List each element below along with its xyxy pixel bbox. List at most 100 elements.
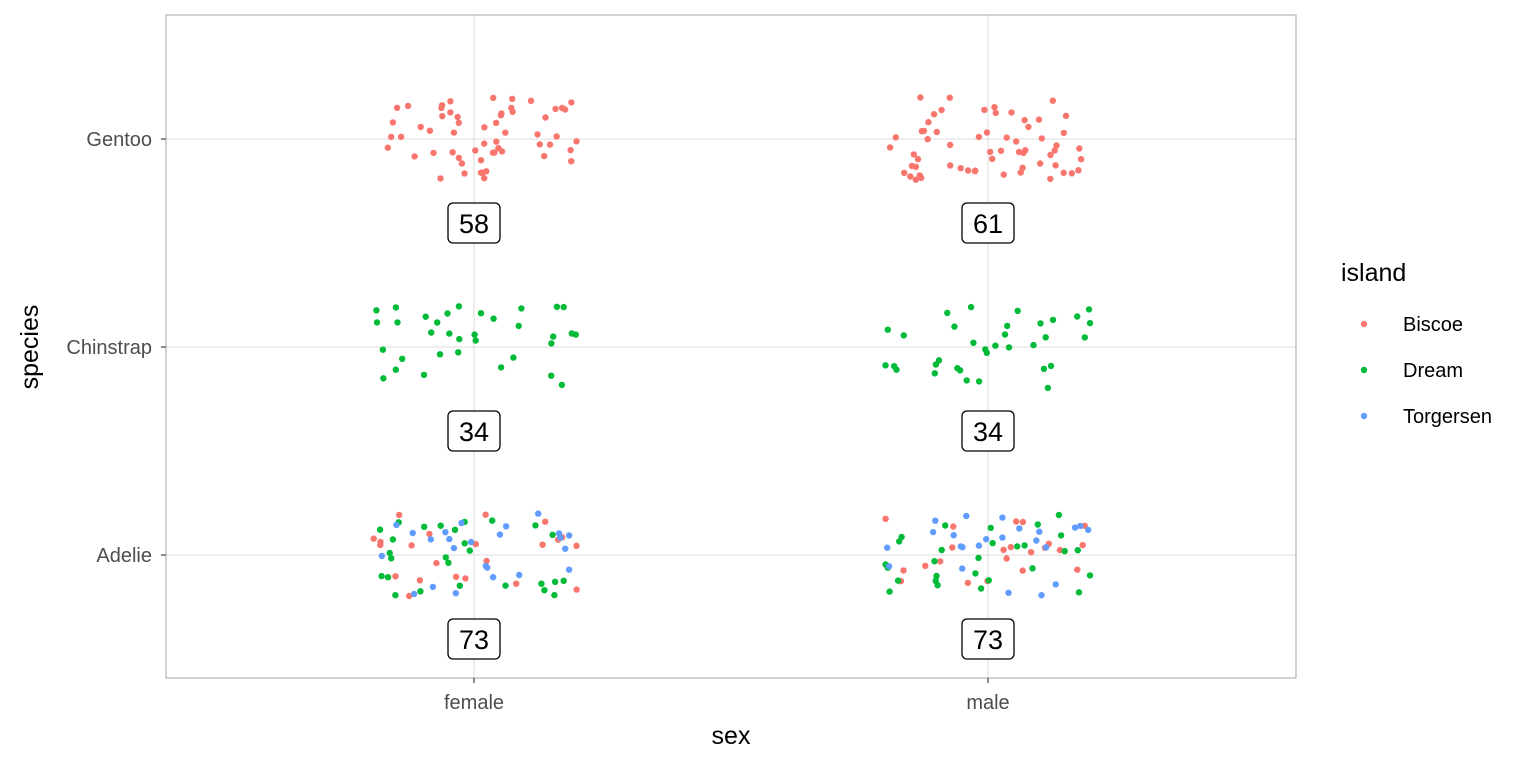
data-point-dream	[894, 577, 902, 584]
data-point-dream	[1074, 313, 1081, 320]
data-point-biscoe	[458, 160, 466, 167]
data-point-biscoe	[389, 119, 397, 126]
data-point-biscoe	[492, 119, 500, 127]
data-point-torgersen	[409, 529, 416, 537]
data-point-biscoe	[918, 128, 926, 135]
data-point-biscoe	[1017, 169, 1024, 176]
data-point-biscoe	[426, 127, 434, 134]
data-point-biscoe	[1047, 151, 1054, 159]
data-point-biscoe	[933, 128, 940, 136]
data-point-torgersen	[963, 512, 970, 520]
count-label-female-chinstrap: 34	[459, 417, 489, 447]
x-tick-label-male: male	[966, 692, 1009, 714]
data-point-dream	[572, 331, 579, 338]
data-point-biscoe	[416, 577, 424, 584]
data-point-biscoe	[408, 542, 415, 549]
data-point-dream	[558, 381, 566, 389]
data-point-biscoe	[1037, 160, 1044, 167]
data-point-torgersen	[452, 590, 459, 597]
data-point-dream	[442, 554, 449, 561]
data-point-biscoe	[455, 119, 462, 127]
data-point-dream	[389, 536, 397, 543]
data-point-dream	[510, 354, 517, 361]
data-point-dream	[549, 531, 556, 538]
data-point-biscoe	[949, 544, 956, 551]
legend: island Biscoe Dream Torgersen	[1341, 259, 1492, 428]
data-point-torgersen	[446, 535, 453, 543]
data-point-biscoe	[1062, 112, 1070, 120]
data-point-dream	[550, 333, 557, 340]
data-point-dream	[451, 526, 459, 533]
data-point-biscoe	[946, 94, 953, 101]
legend-title: island	[1341, 259, 1406, 287]
data-point-dream	[437, 522, 444, 529]
data-point-biscoe	[1020, 149, 1027, 156]
data-point-dream	[461, 540, 468, 547]
data-point-biscoe	[937, 558, 944, 565]
data-point-dream	[434, 319, 441, 326]
data-point-dream	[1040, 365, 1048, 372]
data-point-biscoe	[957, 165, 964, 172]
data-point-dream	[1021, 542, 1028, 549]
data-point-biscoe	[527, 97, 535, 105]
data-point-dream	[1001, 331, 1009, 338]
data-point-dream	[932, 361, 940, 368]
data-point-dream	[472, 337, 479, 344]
data-point-biscoe	[393, 104, 401, 112]
data-point-dream	[466, 547, 473, 554]
data-point-dream	[938, 546, 945, 554]
data-point-torgersen	[516, 571, 523, 579]
count-label-box	[961, 410, 1015, 452]
data-point-dream	[970, 339, 977, 346]
data-point-biscoe	[426, 530, 433, 538]
data-point-dream	[987, 524, 994, 532]
data-point-dream	[515, 322, 522, 330]
data-point-dream	[975, 378, 983, 385]
data-point-biscoe	[370, 535, 377, 542]
data-point-dream	[1044, 384, 1052, 392]
data-point-biscoe	[912, 163, 920, 170]
data-point-biscoe	[493, 138, 500, 145]
count-label-female-adelie: 73	[459, 625, 489, 655]
data-point-torgersen	[535, 510, 542, 517]
data-point-biscoe	[513, 580, 520, 587]
data-point-dream	[392, 304, 400, 311]
data-point-biscoe	[541, 152, 548, 160]
data-point-dream	[428, 329, 435, 336]
data-point-biscoe	[417, 123, 424, 131]
legend-key-torgersen	[1360, 412, 1368, 420]
data-point-biscoe	[1035, 116, 1043, 123]
data-point-biscoe	[1075, 167, 1082, 174]
data-point-dream	[548, 372, 555, 379]
data-point-biscoe	[1052, 162, 1059, 169]
data-point-biscoe	[392, 573, 399, 580]
data-point-dream	[1014, 307, 1021, 315]
data-point-biscoe	[472, 147, 479, 154]
count-label-male-gentoo: 61	[973, 209, 1003, 239]
data-point-biscoe	[1060, 129, 1068, 137]
data-point-dream	[560, 303, 567, 311]
data-point-dream	[1057, 532, 1065, 539]
data-point-dream	[471, 331, 478, 338]
data-point-biscoe	[481, 175, 488, 182]
data-point-dream	[532, 522, 539, 529]
legend-key-biscoe	[1360, 320, 1368, 328]
data-point-dream	[882, 362, 889, 369]
data-point-dream	[972, 570, 979, 577]
data-point-torgersen	[1052, 581, 1059, 588]
data-point-torgersen	[489, 574, 497, 581]
data-point-dream	[538, 580, 545, 587]
x-tick-label-female: female	[444, 692, 504, 714]
data-point-biscoe	[542, 518, 549, 525]
data-point-dream	[444, 310, 451, 317]
data-point-torgersen	[427, 536, 434, 543]
data-point-biscoe	[384, 144, 391, 151]
data-point-torgersen	[999, 514, 1006, 521]
data-point-biscoe	[481, 140, 488, 147]
data-point-biscoe	[483, 168, 490, 175]
data-point-biscoe	[406, 592, 413, 600]
data-point-torgersen	[467, 538, 475, 546]
data-point-dream	[456, 335, 463, 343]
data-point-biscoe	[452, 573, 460, 580]
data-point-dream	[1049, 316, 1057, 324]
